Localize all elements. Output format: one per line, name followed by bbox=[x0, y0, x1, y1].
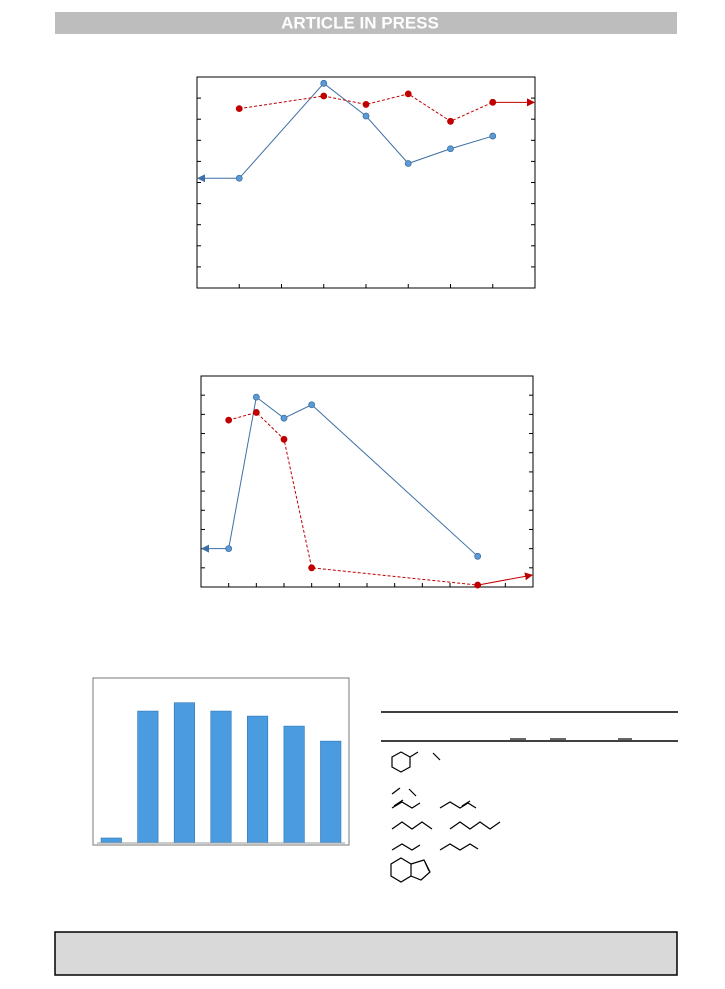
point bbox=[447, 145, 454, 153]
bar bbox=[247, 715, 269, 844]
arrow bbox=[477, 572, 533, 586]
header-title: ARTICLE IN PRESS bbox=[281, 13, 439, 32]
series-line bbox=[228, 396, 479, 557]
point bbox=[225, 545, 233, 553]
point bbox=[225, 416, 233, 424]
point bbox=[280, 414, 288, 422]
bar bbox=[137, 710, 159, 844]
plot-frame bbox=[200, 375, 534, 588]
series-line bbox=[228, 411, 478, 586]
point bbox=[280, 435, 288, 443]
point bbox=[362, 112, 370, 120]
point bbox=[404, 160, 412, 167]
bar bbox=[283, 725, 305, 844]
point bbox=[235, 105, 243, 113]
point bbox=[474, 581, 482, 589]
point bbox=[489, 132, 497, 140]
bar bbox=[210, 710, 232, 844]
point bbox=[474, 552, 482, 560]
point bbox=[320, 79, 328, 87]
footer-box bbox=[54, 931, 678, 976]
point bbox=[252, 409, 260, 416]
header-bar bbox=[55, 12, 677, 34]
bar bbox=[320, 740, 342, 844]
bar bbox=[100, 837, 122, 844]
point bbox=[235, 174, 243, 182]
point bbox=[320, 92, 328, 100]
point bbox=[308, 564, 316, 572]
point bbox=[489, 98, 497, 106]
point bbox=[362, 101, 370, 108]
point bbox=[252, 393, 260, 401]
point bbox=[404, 90, 412, 98]
point bbox=[447, 117, 454, 125]
series-line bbox=[238, 82, 493, 179]
plot-frame bbox=[196, 76, 536, 289]
table bbox=[381, 711, 678, 883]
point bbox=[308, 401, 316, 409]
plot-frame bbox=[92, 677, 350, 846]
series-line bbox=[239, 93, 493, 122]
bar bbox=[173, 702, 195, 844]
